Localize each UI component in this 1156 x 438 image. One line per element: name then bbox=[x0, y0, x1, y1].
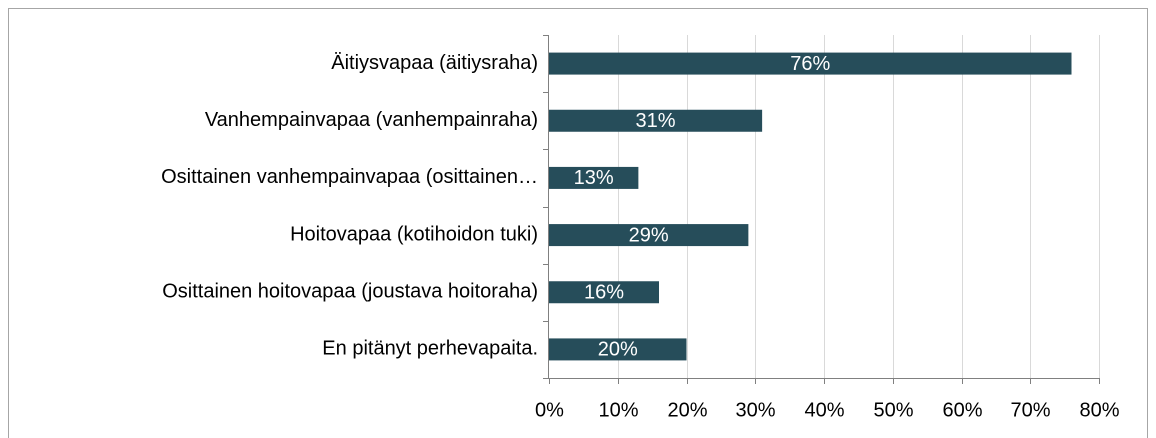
x-tick-label: 10% bbox=[598, 399, 638, 421]
bar bbox=[549, 109, 763, 132]
y-tick-label: Osittainen vanhempainvapaa (osittainen… bbox=[161, 166, 538, 188]
y-tick-label: Osittainen hoitovapaa (joustava hoitorah… bbox=[162, 281, 538, 303]
data-label: 76% bbox=[790, 53, 830, 75]
data-label: 20% bbox=[598, 339, 638, 361]
data-label: 16% bbox=[584, 282, 624, 304]
y-tick-label: Äitiysvapaa (äitiysraha) bbox=[331, 52, 538, 74]
data-label: 29% bbox=[629, 224, 669, 246]
x-tick-label: 0% bbox=[535, 399, 564, 421]
x-tick-label: 60% bbox=[942, 399, 982, 421]
x-tick-label: 80% bbox=[1079, 399, 1119, 421]
bar bbox=[549, 224, 749, 247]
y-tick-label: En pitänyt perhevapaita. bbox=[322, 338, 538, 360]
x-tick-label: 40% bbox=[804, 399, 844, 421]
bar bbox=[549, 338, 687, 361]
bar bbox=[549, 166, 639, 189]
bar bbox=[549, 52, 1072, 75]
x-tick-label: 30% bbox=[735, 399, 775, 421]
y-tick-label: Vanhempainvapaa (vanhempainraha) bbox=[205, 109, 538, 131]
data-label: 13% bbox=[574, 167, 614, 189]
chart-frame bbox=[8, 8, 1148, 438]
bar bbox=[549, 281, 659, 304]
x-tick-label: 50% bbox=[873, 399, 913, 421]
y-tick-label: Hoitovapaa (kotihoidon tuki) bbox=[290, 223, 538, 245]
data-label: 31% bbox=[636, 110, 676, 132]
x-tick-label: 20% bbox=[667, 399, 707, 421]
x-tick-label: 70% bbox=[1010, 399, 1050, 421]
